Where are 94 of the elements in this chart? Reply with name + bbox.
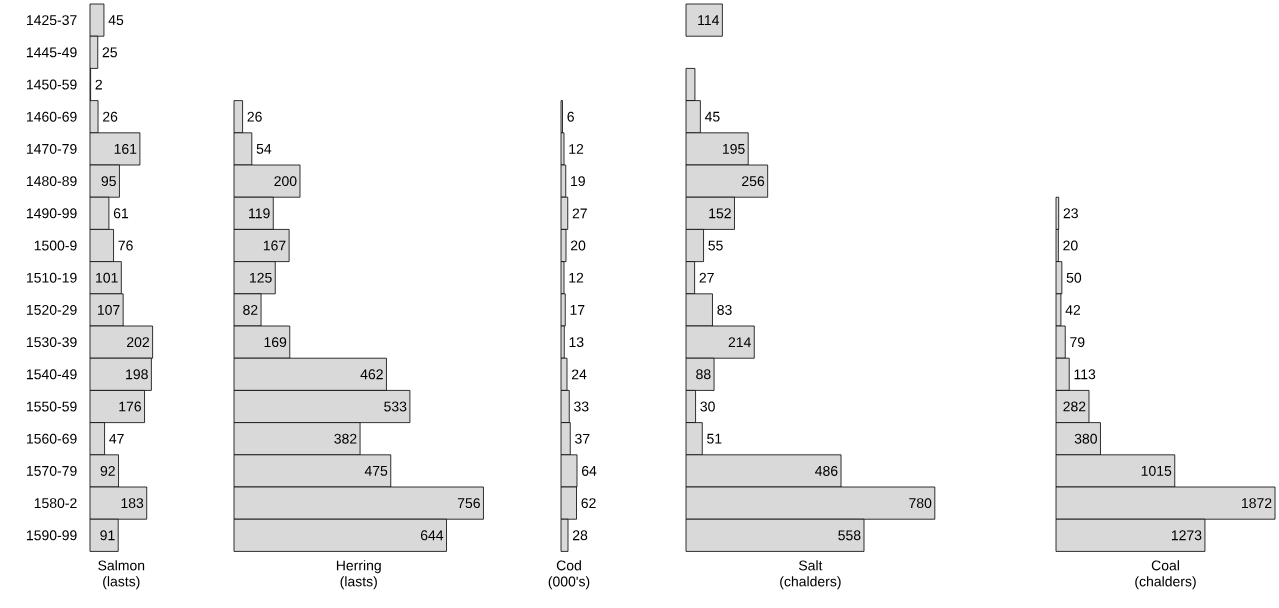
data-label: 45: [108, 15, 124, 26]
data-label: 382: [334, 433, 357, 444]
data-label: 45: [704, 111, 720, 122]
data-label: 13: [569, 337, 584, 348]
data-label: 12: [569, 144, 584, 154]
data-label: 200: [274, 176, 297, 187]
data-label: 79: [1070, 337, 1085, 348]
data-label: 113: [1074, 369, 1096, 380]
data-label: 26: [247, 111, 262, 122]
data-label: 195: [722, 143, 745, 154]
data-label: 2: [95, 79, 102, 90]
y-tick-label: 1445-49: [26, 47, 77, 58]
y-tick-label: 1570-79: [26, 465, 77, 476]
data-label: 23: [1063, 208, 1078, 219]
data-label: 33: [574, 401, 589, 412]
data-label: 62: [581, 498, 596, 509]
data-label: 61: [113, 208, 129, 219]
y-tick-label: 1460-69: [26, 111, 77, 122]
data-label: 780: [909, 498, 932, 509]
data-label: 27: [699, 272, 714, 283]
data-label: 114: [698, 15, 720, 25]
data-label: 1273: [1171, 530, 1202, 541]
y-tick-label: 1490-99: [26, 208, 77, 219]
data-label: 19: [571, 176, 585, 187]
data-label: 51: [707, 433, 722, 444]
data-label: 55: [708, 240, 723, 251]
data-label: 76: [118, 240, 133, 251]
y-tick-label: 1470-79: [26, 143, 77, 154]
data-label: 107: [97, 304, 120, 315]
x-axis-title: Herring (lasts): [336, 560, 381, 590]
data-label: 91: [100, 530, 115, 541]
data-label: 256: [742, 176, 765, 187]
data-label: 88: [696, 369, 711, 380]
data-label: 17: [570, 305, 585, 315]
y-tick-label: 1510-19: [26, 272, 77, 283]
data-label: 50: [1066, 272, 1082, 283]
y-tick-label: 1590-99: [26, 530, 77, 541]
data-label: 101: [96, 272, 118, 283]
data-label: 380: [1074, 433, 1097, 444]
data-label: 54: [256, 144, 272, 154]
data-label: 28: [572, 530, 588, 541]
data-label: 27: [572, 208, 587, 219]
data-label: 6: [567, 111, 574, 122]
y-tick-label: 1480-89: [26, 176, 77, 187]
y-tick-label: 1580-2: [34, 498, 77, 509]
data-label: 202: [127, 337, 149, 348]
y-tick-label: 1550-59: [26, 401, 77, 412]
y-tick-label: 1425-37: [26, 15, 77, 26]
data-label: 82: [243, 304, 258, 315]
y-tick-label: 1540-49: [26, 369, 77, 380]
data-label: 26: [103, 111, 118, 122]
data-label: 12: [569, 272, 584, 283]
data-label: 37: [575, 433, 590, 444]
data-label: 475: [364, 466, 388, 476]
data-label: 214: [728, 337, 751, 347]
data-label: 1872: [1242, 498, 1272, 509]
y-tick-label: 1500-9: [34, 240, 77, 251]
bar: [685, 3, 723, 37]
data-label: 83: [717, 304, 732, 315]
data-label: 183: [121, 498, 144, 509]
y-tick-label: 1520-29: [26, 304, 77, 315]
y-tick-label: 1530-39: [26, 337, 77, 348]
data-label: 756: [457, 498, 480, 509]
data-label: 558: [838, 530, 861, 541]
data-label: 198: [126, 369, 148, 380]
data-label: 167: [263, 240, 286, 251]
data-label: 119: [249, 208, 270, 219]
data-label: 486: [815, 465, 838, 476]
data-label: 95: [101, 176, 116, 187]
data-label: 644: [420, 530, 444, 541]
data-label: 533: [384, 401, 407, 412]
data-label: 152: [709, 208, 731, 219]
data-label: 176: [119, 401, 142, 412]
data-label: 25: [102, 47, 117, 58]
data-label: 30: [700, 401, 715, 412]
data-label: 1015: [1141, 465, 1172, 476]
data-label: 42: [1065, 305, 1081, 315]
data-label: 282: [1063, 401, 1086, 412]
data-label: 161: [114, 143, 137, 154]
data-label: 462: [360, 369, 383, 380]
x-axis-title: Coal (chalders): [1135, 560, 1196, 590]
data-label: 169: [264, 337, 287, 348]
data-label: 20: [1063, 240, 1078, 251]
x-axis-title: Salmon (lasts): [98, 560, 145, 590]
data-label: 92: [100, 465, 115, 476]
data-label: 24: [571, 369, 587, 380]
data-label: 20: [570, 240, 586, 251]
data-label: 64: [581, 465, 597, 476]
data-label: 125: [250, 272, 272, 283]
data-label: 47: [109, 433, 124, 444]
y-tick-label: 1450-59: [26, 79, 77, 90]
x-axis-title: Salt (chalders): [780, 560, 841, 590]
y-tick-label: 1560-69: [26, 433, 77, 444]
x-axis-title: Cod (000's): [548, 560, 590, 590]
